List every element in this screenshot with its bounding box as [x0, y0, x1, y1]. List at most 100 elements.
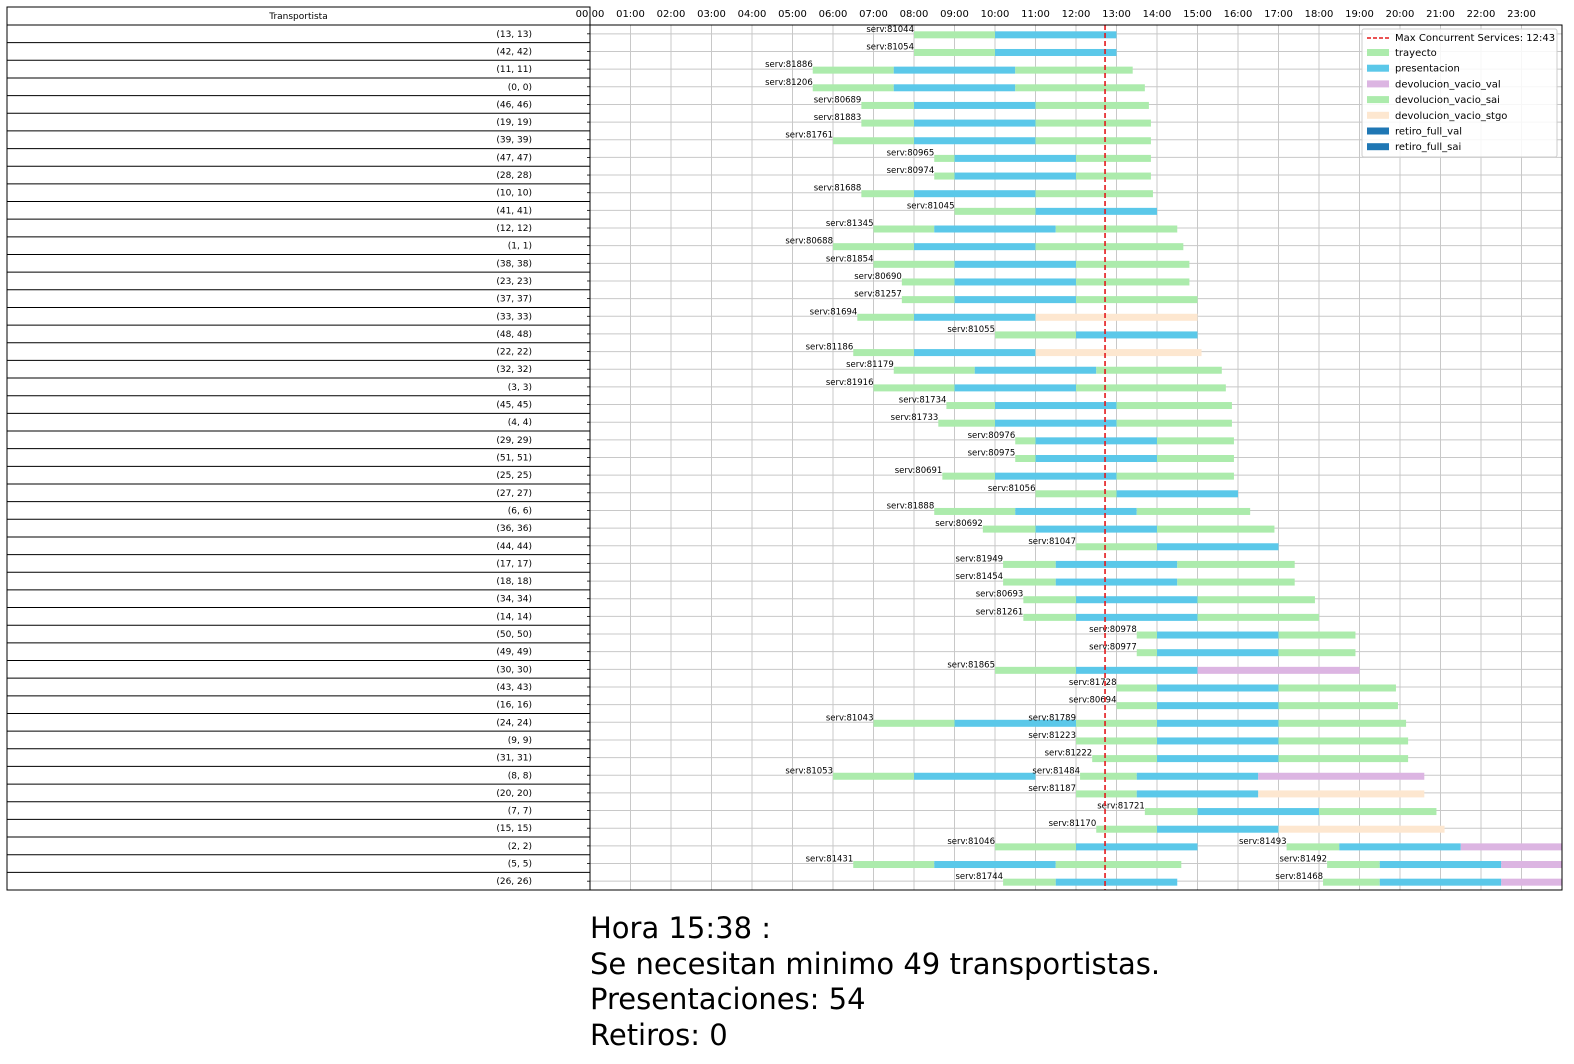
service-label: serv:80978	[1089, 625, 1137, 635]
bar-trayecto	[1076, 790, 1137, 798]
service-label: serv:81493	[1239, 837, 1287, 847]
bar-presentacion	[1035, 455, 1157, 462]
service-label: serv:81454	[955, 572, 1003, 582]
legend-label: devolucion_vacio_stgo	[1395, 111, 1507, 122]
bar-trayecto	[1076, 719, 1157, 727]
service-label: serv:81949	[955, 554, 1003, 564]
bar-trayecto	[873, 260, 955, 268]
bar-devolucion-vacio-val	[1197, 666, 1360, 674]
service-label: serv:81733	[891, 413, 939, 423]
service-label: serv:81721	[1097, 802, 1145, 812]
service-label: serv:81046	[947, 837, 995, 847]
hour-tick-label: 01:00	[616, 9, 645, 20]
bar-trayecto	[873, 384, 955, 392]
bar-devolucion-vacio-sai	[1076, 172, 1151, 180]
bar-devolucion-vacio-sai	[1278, 702, 1398, 710]
carrier-label: (50, 50)	[496, 630, 532, 640]
service-label: serv:80690	[854, 272, 902, 282]
hour-tick-label: 16:00	[1224, 9, 1253, 20]
service-label: serv:81789	[1028, 713, 1076, 723]
carrier-label: (27, 27)	[496, 489, 532, 499]
hour-tick-label: 20:00	[1386, 9, 1415, 20]
bar-devolucion-vacio-sai	[1015, 66, 1133, 74]
carrier-label: (15, 15)	[496, 824, 532, 834]
bar-trayecto	[954, 207, 1036, 215]
bar-presentacion	[1339, 843, 1461, 851]
carrier-label: (4, 4)	[508, 418, 532, 428]
service-label: serv:81047	[1028, 537, 1076, 547]
hour-tick-label: 12:00	[1062, 9, 1091, 20]
carrier-label: (32, 32)	[496, 365, 532, 375]
summary-pickups: Retiros: 0	[590, 1017, 728, 1052]
bar-presentacion	[914, 101, 1036, 109]
service-label: serv:81179	[846, 360, 894, 370]
bar-devolucion-vacio-sai	[1278, 649, 1356, 657]
carrier-label: (13, 13)	[496, 30, 532, 40]
bar-presentacion	[995, 419, 1117, 427]
carrier-label: (0, 0)	[508, 83, 532, 93]
carrier-label: (48, 48)	[496, 330, 532, 340]
hour-tick-label: 14:00	[1143, 9, 1172, 20]
bar-presentacion	[954, 260, 1076, 268]
bar-trayecto	[1136, 649, 1157, 657]
bar-trayecto	[995, 843, 1076, 851]
bar-trayecto	[893, 366, 975, 374]
service-label: serv:81492	[1279, 855, 1327, 865]
bar-presentacion	[1055, 560, 1178, 568]
bar-devolucion-vacio-sai	[1035, 243, 1184, 251]
legend-swatch	[1367, 143, 1389, 151]
bar-devolucion-vacio-sai	[1076, 296, 1198, 304]
hour-tick-label: 13:00	[1102, 9, 1131, 20]
bar-trayecto	[934, 507, 1016, 515]
carrier-label: (11, 11)	[496, 65, 532, 75]
bar-trayecto	[1015, 437, 1036, 445]
bar-trayecto	[995, 331, 1076, 339]
bar-trayecto	[1076, 543, 1157, 551]
bar-presentacion	[914, 190, 1036, 198]
bar-trayecto	[1092, 755, 1157, 763]
legend-swatch	[1367, 111, 1389, 119]
gantt-chart: Transportista 00:00 01:00 02:00 03:00 04:00 05…	[6, 6, 1563, 891]
legend-label: retiro_full_val	[1395, 127, 1462, 138]
bar-presentacion	[1157, 825, 1279, 833]
bar-trayecto	[1035, 490, 1117, 498]
carrier-label: (3, 3)	[508, 383, 532, 393]
carrier-label: (25, 25)	[496, 471, 532, 481]
carrier-label: (9, 9)	[508, 736, 532, 746]
bar-devolucion-vacio-val	[1258, 772, 1425, 780]
bar-devolucion-vacio-sai	[1157, 437, 1234, 445]
hour-tick-label: 11:00	[1021, 9, 1050, 20]
bar-devolucion-vacio-sai	[1055, 861, 1182, 869]
bar-presentacion	[954, 296, 1076, 304]
bar-devolucion-vacio-sai	[1278, 684, 1396, 692]
bar-trayecto	[1076, 737, 1157, 745]
bar-trayecto	[833, 137, 914, 145]
bar-devolucion-vacio-sai	[1116, 419, 1232, 427]
bar-trayecto	[1286, 843, 1340, 851]
carrier-label: (24, 24)	[496, 718, 532, 728]
bar-presentacion	[1076, 666, 1198, 674]
service-label: serv:81886	[765, 60, 813, 70]
bar-trayecto	[873, 225, 935, 233]
carrier-label: (7, 7)	[508, 807, 532, 817]
hour-tick-label: 04:00	[738, 9, 767, 20]
bar-presentacion	[1035, 207, 1157, 215]
carrier-label: (45, 45)	[496, 401, 532, 411]
bar-trayecto	[901, 278, 955, 286]
bar-presentacion	[1116, 490, 1238, 498]
service-label: serv:81854	[826, 254, 874, 264]
carrier-label: (12, 12)	[496, 224, 532, 234]
bar-devolucion-vacio-val	[1501, 878, 1562, 886]
bar-trayecto	[1015, 455, 1036, 462]
hour-tick-label: 21:00	[1426, 9, 1455, 20]
bar-presentacion	[914, 119, 1036, 127]
hour-tick-label: 07:00	[859, 9, 888, 20]
service-label: serv:81206	[765, 78, 813, 88]
hour-tick-label: 09:00	[940, 9, 969, 20]
bar-presentacion	[954, 719, 1076, 727]
bar-devolucion-vacio-sai	[1157, 455, 1234, 462]
hour-tick-label: 10:00	[981, 9, 1010, 20]
bar-presentacion	[1055, 878, 1178, 886]
bar-trayecto	[1003, 578, 1056, 586]
service-label: serv:81257	[854, 290, 902, 300]
